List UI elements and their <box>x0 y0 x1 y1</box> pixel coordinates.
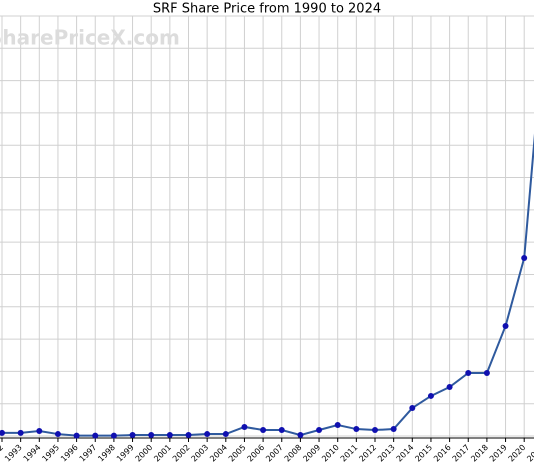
point <box>110 432 117 439</box>
point <box>222 431 229 438</box>
point <box>409 405 416 412</box>
point <box>353 426 360 433</box>
point <box>278 427 285 434</box>
point <box>148 432 155 439</box>
point <box>36 427 43 434</box>
point <box>73 432 80 439</box>
point <box>92 432 99 439</box>
point <box>427 392 434 399</box>
point <box>316 427 323 434</box>
chart-title: SRF Share Price from 1990 to 2024 <box>153 2 381 17</box>
point <box>204 431 211 438</box>
point <box>521 254 528 261</box>
point <box>372 427 378 434</box>
point <box>17 429 24 436</box>
point <box>502 322 509 329</box>
point <box>166 432 173 439</box>
point <box>483 370 490 376</box>
point <box>446 384 453 391</box>
point <box>0 429 5 436</box>
point <box>390 426 397 433</box>
point <box>260 427 267 434</box>
point <box>334 422 341 429</box>
point <box>129 432 136 439</box>
point <box>54 431 61 438</box>
point <box>297 432 304 439</box>
watermark: SharePriceX.com <box>0 26 180 50</box>
grid <box>0 15 534 442</box>
x-tick-label: 2021 <box>525 443 534 462</box>
series-line <box>2 133 534 437</box>
point <box>185 432 192 439</box>
point <box>241 423 248 430</box>
point <box>465 370 472 376</box>
